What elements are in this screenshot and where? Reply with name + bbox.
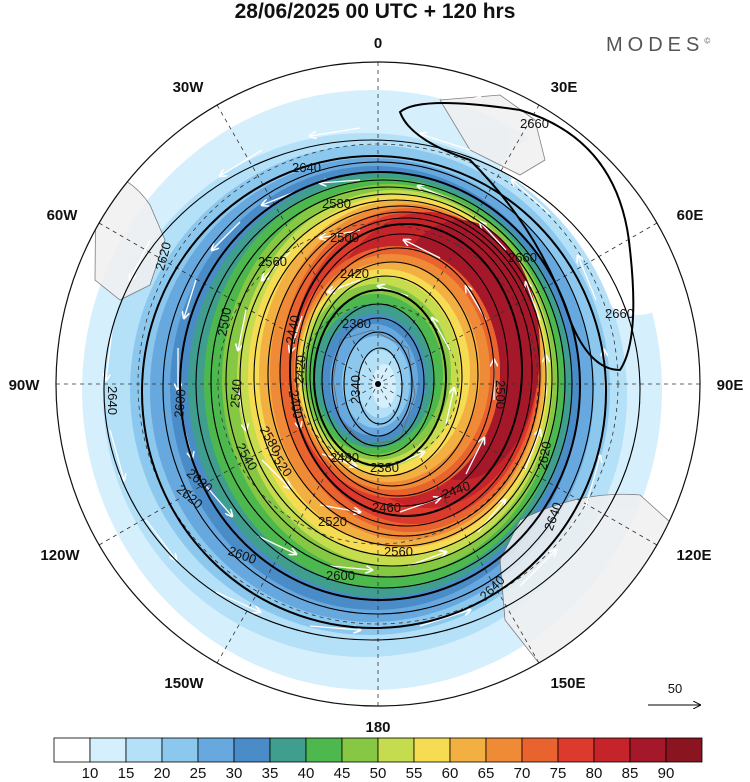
contour-label: 2640 — [105, 386, 120, 415]
colorbar-tick-label: 45 — [334, 765, 351, 782]
contour-label: 2560 — [258, 254, 287, 269]
australia-land — [499, 493, 700, 701]
contour-label: 2620 — [534, 440, 554, 471]
contour-label: 2380 — [370, 460, 399, 475]
contour-label: 2420 — [291, 354, 308, 384]
colorbar: 10 15 20 25 30 35 40 45 50 55 60 65 70 75 80 85 90 — [53, 737, 703, 782]
colorbar-swatch — [665, 737, 703, 763]
colorbar-tick-label: 70 — [514, 765, 531, 782]
colorbar-tick-label: 55 — [406, 765, 423, 782]
contour-label: 2420 — [340, 266, 369, 281]
longitude-label-120w: 120W — [40, 547, 80, 564]
colorbar-tick-label: 35 — [262, 765, 279, 782]
colorbar-swatch — [341, 737, 379, 763]
colorbar-tick-label: 65 — [478, 765, 495, 782]
contour-label: 2620 — [152, 240, 174, 272]
contour-label: 2640 — [292, 160, 321, 175]
contour-label: 2660 — [520, 116, 549, 131]
colorbar-swatch — [161, 737, 199, 763]
brand-logo: MODES© — [606, 34, 710, 57]
contour-label: 2560 — [384, 544, 413, 559]
contour-label: 2540 — [227, 378, 244, 408]
geopotential-contours — [103, 102, 641, 641]
longitude-label-60w: 60W — [47, 207, 79, 224]
colorbar-swatch — [53, 737, 91, 763]
map-title: 28/06/2025 00 UTC + 120 hrs — [234, 0, 516, 23]
longitude-label-180: 180 — [365, 719, 390, 736]
longitude-label-0: 0 — [374, 35, 382, 52]
colorbar-swatch — [89, 737, 127, 763]
contour-label: 2660 — [605, 306, 634, 321]
longitude-label-30e: 30E — [551, 79, 578, 96]
contour-label: 2440 — [283, 314, 303, 345]
colorbar-swatch — [377, 737, 415, 763]
longitude-label-30w: 30W — [173, 79, 205, 96]
colorbar-swatch — [233, 737, 271, 763]
graticule — [56, 62, 700, 706]
colorbar-swatch — [269, 737, 307, 763]
colorbar-swatch — [629, 737, 667, 763]
longitude-label-90w: 90W — [9, 377, 41, 394]
map-field — [56, 62, 700, 706]
contour-label: 2340 — [348, 375, 363, 404]
south-pole-marker — [375, 381, 381, 387]
colorbar-swatch — [305, 737, 343, 763]
colorbar-swatch — [521, 737, 559, 763]
contour-label: 2360 — [342, 316, 371, 331]
colorbar-tick-label: 60 — [442, 765, 459, 782]
colorbar-swatch — [125, 737, 163, 763]
contour-label: 2400 — [286, 389, 306, 420]
colorbar-swatch — [449, 737, 487, 763]
contour-label: 2520 — [318, 514, 347, 529]
colorbar-tick-label: 10 — [82, 765, 99, 782]
colorbar-tick-label: 75 — [550, 765, 567, 782]
contour-label: 2580 — [322, 196, 351, 211]
longitude-label-150e: 150E — [550, 675, 585, 692]
wind-reference-label: 50 — [668, 681, 682, 696]
colorbar-swatch — [197, 737, 235, 763]
colorbar-swatch — [557, 737, 595, 763]
brand-name: MODES — [606, 34, 705, 56]
copyright-mark: © — [704, 36, 711, 46]
contour-label: 2600 — [326, 568, 355, 583]
contour-label: 2460 — [372, 500, 401, 515]
contour-label: 2600 — [171, 388, 188, 418]
longitude-label-90e: 90E — [717, 377, 744, 394]
colorbar-tick-label: 40 — [298, 765, 315, 782]
contour-label: 2660 — [508, 250, 537, 265]
longitude-label-120e: 120E — [676, 547, 711, 564]
longitude-label-60e: 60E — [677, 207, 704, 224]
colorbar-swatch — [485, 737, 523, 763]
colorbar-tick-label: 90 — [658, 765, 675, 782]
colorbar-tick-label: 15 — [118, 765, 135, 782]
colorbar-tick-label: 50 — [370, 765, 387, 782]
contour-label: 2500 — [493, 380, 508, 409]
contour-label: 2480 — [330, 450, 359, 465]
colorbar-tick-label: 20 — [154, 765, 171, 782]
wind-reference-vector: 50 — [648, 681, 700, 705]
longitude-label-150w: 150W — [164, 675, 204, 692]
colorbar-swatch — [593, 737, 631, 763]
colorbar-swatch — [413, 737, 451, 763]
map-boundary — [55, 61, 701, 707]
colorbar-tick-label: 25 — [190, 765, 207, 782]
contour-label: 2500 — [330, 230, 359, 245]
contour-label: 2500 — [214, 306, 234, 337]
colorbar-tick-label: 80 — [586, 765, 603, 782]
colorbar-tick-label: 30 — [226, 765, 243, 782]
antarctica-coast — [332, 329, 416, 446]
colorbar-tick-label: 85 — [622, 765, 639, 782]
